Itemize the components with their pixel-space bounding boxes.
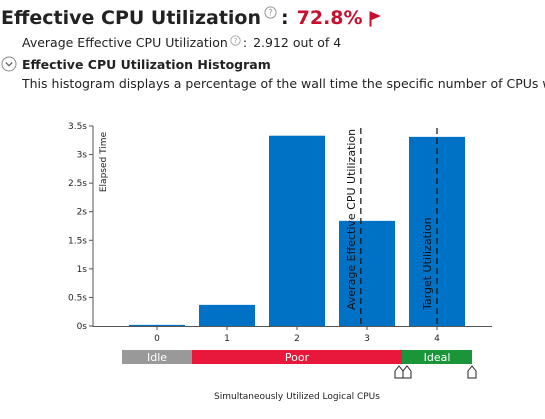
y-tick-label: 1s	[77, 265, 88, 275]
y-axis-title: Elapsed Time	[99, 131, 109, 192]
marker-label: Target Utilization	[421, 217, 434, 311]
y-tick-label: 0.5s	[68, 293, 87, 303]
utilization-band	[192, 350, 402, 364]
red-flag-icon	[368, 11, 382, 31]
threshold-slider-handle[interactable]	[394, 365, 404, 379]
histogram-bar[interactable]	[269, 135, 325, 326]
title-colon: :	[281, 7, 289, 29]
histogram-bar[interactable]	[199, 304, 255, 326]
section-description: This histogram displays a percentage of …	[22, 76, 545, 91]
x-tick-label: 3	[364, 334, 370, 344]
band-label: Idle	[147, 351, 167, 364]
histogram-bar[interactable]	[339, 220, 395, 326]
y-tick-label: 1.5s	[68, 236, 87, 246]
average-colon: :	[242, 35, 248, 50]
section-title: Effective CPU Utilization Histogram	[22, 56, 271, 72]
average-utilization-row: Average Effective CPU Utilization ? : 2.…	[22, 34, 341, 52]
y-tick-label: 2.5s	[68, 179, 87, 189]
utilization-band	[402, 350, 472, 364]
help-circle-icon[interactable]: ?	[264, 4, 277, 23]
band-label: Ideal	[424, 351, 451, 364]
band-label: Poor	[285, 351, 310, 364]
threshold-slider-handle[interactable]	[467, 365, 477, 379]
x-tick-label: 0	[154, 334, 160, 344]
summary-title-row: Effective CPU Utilization ? : 72.8%	[1, 3, 382, 33]
x-axis-title: Simultaneously Utilized Logical CPUs	[214, 392, 380, 402]
histogram-bar[interactable]	[129, 324, 185, 326]
average-utilization-label: Average Effective CPU Utilization	[22, 35, 228, 50]
metric-title: Effective CPU Utilization	[1, 7, 262, 29]
y-tick-label: 0s	[77, 322, 88, 332]
y-tick-label: 3s	[77, 151, 88, 161]
svg-text:?: ?	[233, 37, 237, 45]
y-tick-label: 2s	[77, 208, 88, 218]
average-utilization-value: 2.912 out of 4	[253, 35, 342, 50]
metric-value: 72.8%	[296, 7, 363, 29]
histogram-section-header[interactable]: Effective CPU Utilization Histogram	[1, 55, 271, 73]
svg-text:?: ?	[268, 9, 273, 19]
x-tick-label: 1	[224, 334, 230, 344]
y-tick-label: 3.5s	[68, 122, 87, 132]
collapse-chevron-icon[interactable]	[1, 56, 17, 72]
help-circle-icon[interactable]: ?	[230, 33, 241, 51]
x-tick-label: 4	[434, 334, 440, 344]
utilization-band	[122, 350, 192, 364]
threshold-slider-handle[interactable]	[402, 365, 412, 379]
marker-label: Average Effective CPU Utilization	[345, 129, 358, 310]
x-tick-label: 2	[294, 334, 300, 344]
